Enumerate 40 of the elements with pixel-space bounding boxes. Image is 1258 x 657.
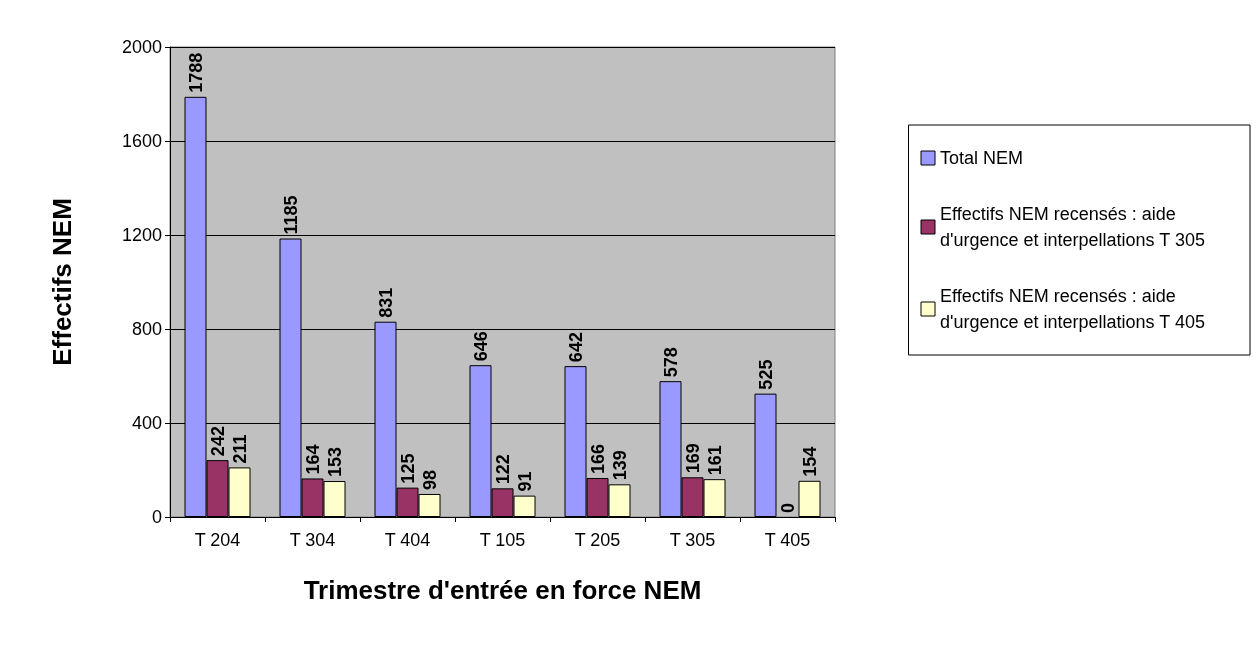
y-tick-label: 1200 <box>121 225 162 245</box>
data-label: 153 <box>324 447 345 478</box>
data-label: 1788 <box>185 52 206 93</box>
y-tick-label: 1600 <box>121 131 162 151</box>
x-tick-label: T 404 <box>384 530 431 550</box>
x-tick-label: T 304 <box>289 530 336 550</box>
bar <box>798 480 821 517</box>
legend-label: Effectifs NEM recensés : aide d'urgence et interpellations T 305 <box>940 204 1205 250</box>
y-tick-label: 0 <box>151 507 162 527</box>
legend-label: Total NEM <box>940 148 1024 168</box>
y-axis-title: Effectifs NEM <box>47 198 77 366</box>
data-label: 98 <box>419 469 440 490</box>
y-tick-label: 400 <box>131 413 162 433</box>
data-label: 525 <box>755 359 776 390</box>
data-label: 161 <box>704 445 725 476</box>
data-label: 122 <box>492 454 513 485</box>
data-label: 642 <box>565 332 586 363</box>
data-label: 0 <box>777 502 798 513</box>
y-tick-label: 800 <box>131 319 162 339</box>
x-tick-label: T 105 <box>479 530 526 550</box>
data-label: 578 <box>660 347 681 378</box>
data-label: 242 <box>207 426 228 457</box>
data-label: 125 <box>397 453 418 484</box>
legend-label: Effectifs NEM recensés : aide d'urgence et interpellations T 405 <box>940 286 1205 332</box>
y-tick-label: 2000 <box>121 37 162 57</box>
x-tick-label: T 405 <box>764 530 811 550</box>
data-label: 164 <box>302 444 323 475</box>
data-label: 831 <box>375 287 396 318</box>
x-axis-title: Trimestre d'entrée en force NEM <box>303 575 702 605</box>
x-tick-label: T 305 <box>669 530 716 550</box>
data-label: 91 <box>514 471 535 492</box>
data-label: 139 <box>609 450 630 481</box>
x-tick-label: T 205 <box>574 530 621 550</box>
data-label: 154 <box>799 446 820 477</box>
data-label: 166 <box>587 443 608 474</box>
data-label: 169 <box>682 443 703 474</box>
data-label: 1185 <box>280 195 301 235</box>
x-tick-label: T 204 <box>194 530 241 550</box>
data-label: 646 <box>470 331 491 362</box>
data-label: 211 <box>229 434 250 464</box>
